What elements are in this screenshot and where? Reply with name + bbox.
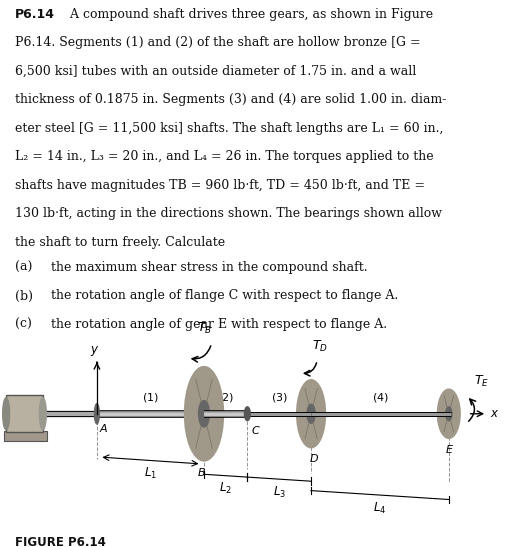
Text: L₂ = 14 in., L₃ = 20 in., and L₄ = 26 in. The torques applied to the: L₂ = 14 in., L₃ = 20 in., and L₄ = 26 in… — [15, 150, 433, 163]
Text: the maximum shear stress in the compound shaft.: the maximum shear stress in the compound… — [43, 261, 367, 274]
Text: shafts have magnitudes TB = 960 lb·ft, TD = 450 lb·ft, and TE =: shafts have magnitudes TB = 960 lb·ft, T… — [15, 178, 425, 191]
Ellipse shape — [39, 398, 46, 430]
Ellipse shape — [184, 366, 223, 461]
Text: (c): (c) — [15, 318, 32, 331]
Text: the rotation angle of gear E with respect to flange A.: the rotation angle of gear E with respec… — [43, 318, 387, 331]
Text: $(2)$: $(2)$ — [217, 391, 234, 404]
Ellipse shape — [296, 380, 325, 447]
Text: $L_4$: $L_4$ — [373, 501, 386, 516]
Text: $L_3$: $L_3$ — [272, 485, 285, 500]
Bar — [4, 431, 47, 440]
Text: $A$: $A$ — [99, 422, 109, 434]
Text: (b): (b) — [15, 289, 33, 302]
Ellipse shape — [445, 407, 451, 421]
Text: $L_1$: $L_1$ — [144, 466, 157, 481]
Text: $T_B$: $T_B$ — [197, 321, 212, 336]
Text: $T_D$: $T_D$ — [312, 339, 328, 353]
Ellipse shape — [3, 398, 10, 430]
Text: 130 lb·ft, acting in the directions shown. The bearings shown allow: 130 lb·ft, acting in the directions show… — [15, 207, 441, 220]
Ellipse shape — [94, 403, 99, 424]
Ellipse shape — [437, 389, 459, 438]
Text: (a): (a) — [15, 261, 33, 274]
Text: $x$: $x$ — [489, 408, 498, 420]
Ellipse shape — [198, 400, 209, 427]
Text: 6,500 ksi] tubes with an outside diameter of 1.75 in. and a wall: 6,500 ksi] tubes with an outside diamete… — [15, 65, 416, 78]
Text: $B$: $B$ — [196, 467, 206, 479]
Text: $T_E$: $T_E$ — [473, 374, 489, 389]
Ellipse shape — [244, 407, 250, 421]
Text: $(3)$: $(3)$ — [270, 391, 287, 404]
Text: the rotation angle of flange C with respect to flange A.: the rotation angle of flange C with resp… — [43, 289, 398, 302]
Text: eter steel [G = 11,500 ksi] shafts. The shaft lengths are L₁ = 60 in.,: eter steel [G = 11,500 ksi] shafts. The … — [15, 121, 443, 135]
Text: $L_2$: $L_2$ — [219, 481, 232, 497]
Text: A compound shaft drives three gears, as shown in Figure: A compound shaft drives three gears, as … — [62, 8, 433, 21]
Ellipse shape — [306, 404, 315, 423]
Text: $D$: $D$ — [308, 452, 318, 464]
Text: $C$: $C$ — [250, 424, 260, 436]
Text: P6.14. Segments (1) and (2) of the shaft are hollow bronze [G =: P6.14. Segments (1) and (2) of the shaft… — [15, 36, 420, 49]
Text: $(4)$: $(4)$ — [371, 391, 388, 404]
Text: P6.14: P6.14 — [15, 8, 55, 21]
FancyBboxPatch shape — [6, 395, 43, 432]
Text: FIGURE P6.14: FIGURE P6.14 — [15, 536, 106, 547]
Text: thickness of 0.1875 in. Segments (3) and (4) are solid 1.00 in. diam-: thickness of 0.1875 in. Segments (3) and… — [15, 93, 446, 106]
Text: $(1)$: $(1)$ — [142, 391, 159, 404]
Text: the shaft to turn freely. Calculate: the shaft to turn freely. Calculate — [15, 236, 225, 248]
Text: $y$: $y$ — [90, 344, 99, 358]
Text: $E$: $E$ — [444, 443, 454, 455]
